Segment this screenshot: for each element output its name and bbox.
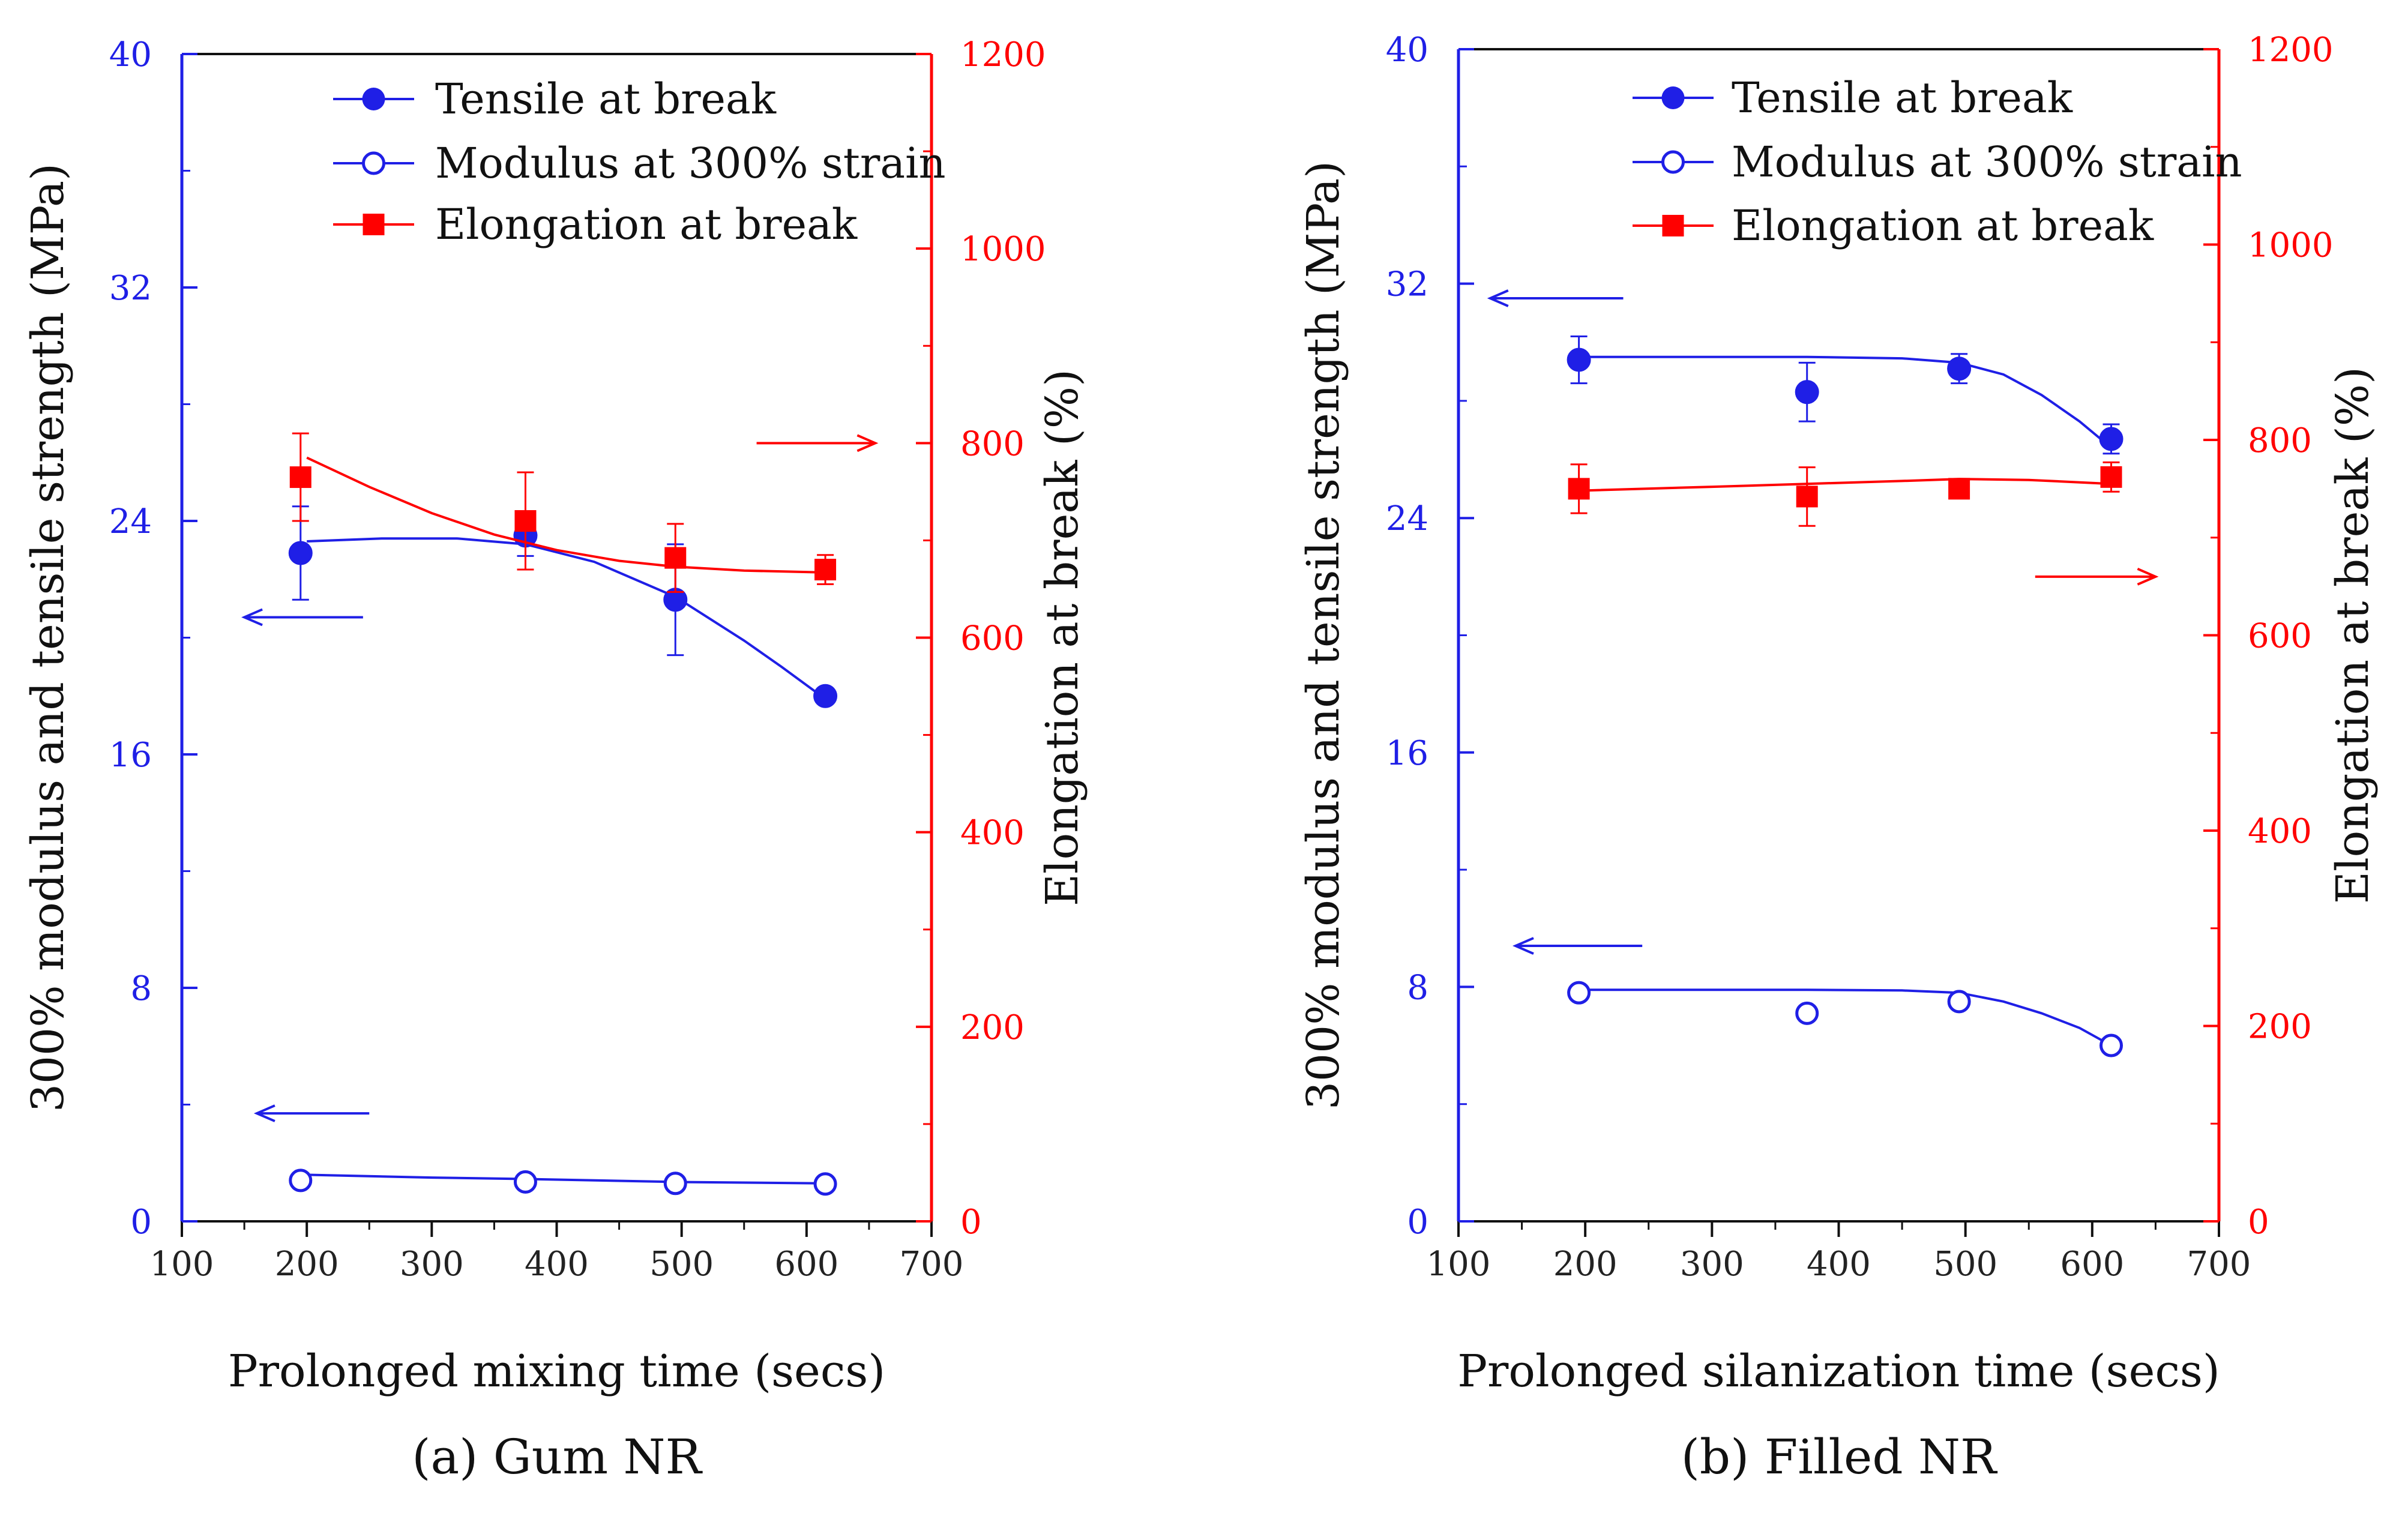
data-point-modulus bbox=[1947, 990, 1971, 1014]
fit-curve-filled-circle bbox=[1579, 355, 2112, 449]
right-y-tick-label: 1000 bbox=[2248, 226, 2334, 265]
right-y-tick-label: 0 bbox=[960, 1203, 982, 1242]
data-point-tensile bbox=[813, 684, 838, 708]
left-y-tick-label: 8 bbox=[1407, 968, 1428, 1007]
right-y-tick-label: 600 bbox=[960, 619, 1025, 658]
y-axis-title-left: 300% modulus and tensile strength (MPa) bbox=[22, 163, 74, 1112]
x-tick-label: 500 bbox=[649, 1245, 714, 1284]
right-y-tick-label: 800 bbox=[2248, 421, 2312, 460]
right-y-tick-label: 200 bbox=[2248, 1008, 2312, 1047]
x-tick-label: 300 bbox=[1680, 1245, 1744, 1284]
left-y-tick-label: 8 bbox=[130, 969, 152, 1008]
data-point-modulus bbox=[1795, 1001, 1819, 1025]
arrow-head-icon bbox=[1512, 937, 1534, 955]
x-tick-label: 300 bbox=[400, 1245, 464, 1284]
data-point-tensile bbox=[1567, 347, 1591, 372]
legend-marker-square bbox=[363, 214, 385, 235]
arrow-head-icon bbox=[856, 434, 879, 453]
legend-marker-filled-circle bbox=[362, 88, 385, 110]
data-point-elongation bbox=[1796, 486, 1818, 508]
arrow-head-icon bbox=[253, 1104, 275, 1122]
legend-marker-open-circle bbox=[1661, 150, 1685, 174]
right-y-tick-label: 200 bbox=[960, 1008, 1025, 1047]
panel-caption: (b) Filled NR bbox=[1681, 1429, 1998, 1485]
x-tick-label: 500 bbox=[1933, 1245, 1997, 1284]
left-y-tick-label: 24 bbox=[1386, 499, 1428, 538]
legend-marker-filled-circle bbox=[1661, 86, 1685, 109]
data-point-modulus bbox=[513, 1170, 537, 1194]
right-y-tick-label: 400 bbox=[960, 814, 1025, 853]
data-point-tensile bbox=[288, 541, 313, 565]
legend-marker-square bbox=[1662, 215, 1684, 236]
left-y-tick-label: 0 bbox=[130, 1203, 152, 1242]
left-y-tick-label: 32 bbox=[1386, 265, 1428, 304]
data-point-modulus bbox=[2099, 1033, 2124, 1057]
left-y-tick-label: 0 bbox=[1407, 1203, 1428, 1242]
data-point-elongation bbox=[514, 510, 537, 532]
data-point-elongation bbox=[664, 547, 687, 569]
left-y-tick-label: 24 bbox=[109, 502, 152, 541]
right-y-tick-label: 800 bbox=[960, 424, 1025, 463]
left-y-tick-label: 40 bbox=[1386, 31, 1428, 70]
legend-label: Tensile at break bbox=[1732, 73, 2073, 122]
data-point-modulus bbox=[289, 1169, 313, 1193]
right-y-tick-label: 400 bbox=[2248, 812, 2312, 851]
x-tick-label: 400 bbox=[1807, 1245, 1871, 1284]
fit-curve-open-circle bbox=[300, 1173, 826, 1185]
x-tick-label: 100 bbox=[1427, 1245, 1491, 1284]
x-axis-title: Prolonged silanization time (secs) bbox=[1457, 1346, 2220, 1397]
right-y-tick-label: 1000 bbox=[960, 230, 1046, 269]
y-axis-title-right: Elongation at break (%) bbox=[2327, 367, 2379, 904]
x-tick-label: 600 bbox=[2060, 1245, 2124, 1284]
fit-curve-filled-circle bbox=[307, 537, 826, 700]
data-point-elongation bbox=[814, 559, 837, 581]
data-point-modulus bbox=[1567, 981, 1591, 1005]
x-tick-label: 400 bbox=[525, 1245, 589, 1284]
data-point-elongation bbox=[1948, 478, 1970, 500]
legend-label: Modulus at 300% strain bbox=[435, 139, 946, 188]
y-axis-title-right: Elongation at break (%) bbox=[1037, 369, 1088, 906]
fit-curve-filled-square bbox=[306, 456, 826, 574]
chart-panel-b: 100 200 300 400 500 600 7000816243240020040060… bbox=[1298, 31, 2379, 1485]
arrow-head-icon bbox=[2137, 568, 2159, 586]
x-tick-label: 700 bbox=[2187, 1245, 2251, 1284]
arrow-head-icon bbox=[1487, 289, 1509, 307]
x-tick-label: 200 bbox=[275, 1245, 339, 1284]
fit-curve-open-circle bbox=[1579, 988, 2112, 1047]
x-tick-label: 200 bbox=[1553, 1245, 1618, 1284]
data-point-tensile bbox=[1795, 380, 1819, 405]
legend-marker-open-circle bbox=[362, 151, 385, 175]
data-point-modulus bbox=[813, 1172, 837, 1196]
right-y-tick-label: 0 bbox=[2248, 1203, 2269, 1242]
data-point-elongation bbox=[289, 466, 312, 489]
x-axis-title: Prolonged mixing time (secs) bbox=[228, 1346, 885, 1397]
x-tick-label: 600 bbox=[774, 1245, 838, 1284]
data-point-tensile bbox=[1947, 356, 1972, 381]
right-y-tick-label: 1200 bbox=[960, 35, 1046, 74]
x-tick-label: 100 bbox=[150, 1245, 214, 1284]
fit-curve-filled-square bbox=[1579, 478, 2112, 492]
data-point-elongation bbox=[2100, 466, 2122, 488]
y-axis-title-left: 300% modulus and tensile strength (MPa) bbox=[1298, 161, 1349, 1110]
panel-caption: (a) Gum NR bbox=[412, 1429, 703, 1485]
legend-label: Tensile at break bbox=[435, 74, 777, 124]
right-y-tick-label: 600 bbox=[2248, 617, 2312, 656]
x-tick-label: 700 bbox=[900, 1245, 964, 1284]
chart-panel-a: 100 200 300 400 500 600 7000816243240020040060… bbox=[22, 35, 1088, 1485]
arrow-head-icon bbox=[241, 608, 263, 627]
left-y-tick-label: 32 bbox=[109, 269, 152, 308]
left-y-tick-label: 40 bbox=[109, 35, 152, 74]
data-point-modulus bbox=[663, 1172, 687, 1196]
left-y-tick-label: 16 bbox=[1386, 734, 1428, 773]
data-point-elongation bbox=[1568, 478, 1590, 500]
legend-label: Elongation at break bbox=[1732, 201, 2154, 250]
right-y-tick-label: 1200 bbox=[2248, 31, 2334, 70]
legend-label: Elongation at break bbox=[435, 200, 858, 249]
legend-label: Modulus at 300% strain bbox=[1732, 137, 2242, 187]
left-y-tick-label: 16 bbox=[109, 736, 152, 775]
data-point-tensile bbox=[2099, 427, 2124, 451]
